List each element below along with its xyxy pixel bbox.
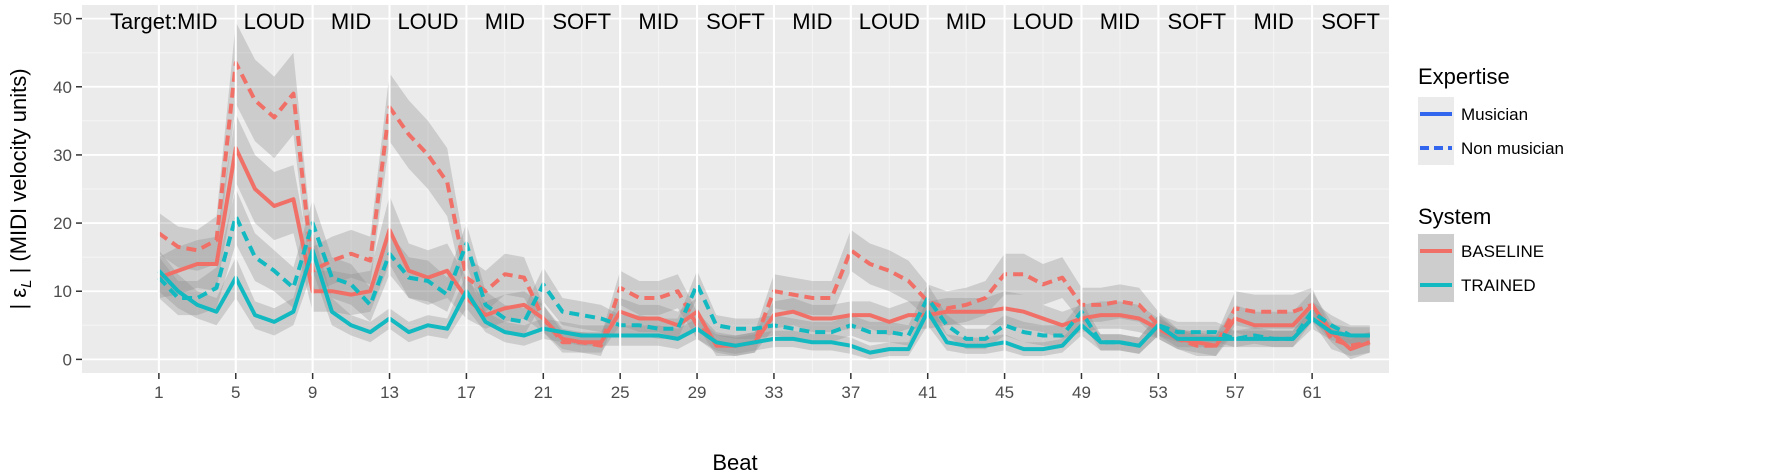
x-tick-label: 37 xyxy=(841,383,860,402)
confidence-band xyxy=(158,22,1370,356)
y-tick-label: 20 xyxy=(53,214,72,233)
target-label: Target: xyxy=(110,9,177,34)
x-tick-label: 61 xyxy=(1303,383,1322,402)
legend-label-musician: Musician xyxy=(1461,105,1528,124)
x-tick-label: 53 xyxy=(1149,383,1168,402)
target-section-label: SOFT xyxy=(1321,9,1380,34)
target-section-label: MID xyxy=(485,9,525,34)
y-axis-ticks: 0 10 20 30 40 50 xyxy=(53,10,82,369)
confidence-band xyxy=(158,229,1370,360)
target-section-label: MID xyxy=(638,9,678,34)
x-tick-label: 25 xyxy=(611,383,630,402)
x-tick-label: 57 xyxy=(1226,383,1245,402)
target-section-label: SOFT xyxy=(706,9,765,34)
target-section-label: LOUD xyxy=(397,9,458,34)
x-tick-label: 5 xyxy=(231,383,240,402)
x-tick-label: 49 xyxy=(1072,383,1091,402)
legend-label-trained: TRAINED xyxy=(1461,276,1536,295)
x-tick-label: 21 xyxy=(534,383,553,402)
x-axis-title: Beat xyxy=(712,450,757,475)
series-line xyxy=(157,248,1370,355)
x-tick-label: 33 xyxy=(764,383,783,402)
x-tick-label: 9 xyxy=(308,383,317,402)
target-section-label: MID xyxy=(177,9,217,34)
y-tick-label: 10 xyxy=(53,282,72,301)
target-labels: Target: MID LOUD MID LOUD MID SOFT MID SOFT MID L… xyxy=(110,9,1380,34)
x-tick-label: 29 xyxy=(688,383,707,402)
legend-title-system: System xyxy=(1418,204,1491,229)
target-section-label: LOUD xyxy=(244,9,305,34)
target-section-label: MID xyxy=(1100,9,1140,34)
target-section-label: MID xyxy=(331,9,371,34)
target-section-label: SOFT xyxy=(552,9,611,34)
y-axis-title-main: | ε xyxy=(6,288,31,310)
grid-minor xyxy=(82,5,1389,373)
target-section-label: LOUD xyxy=(859,9,920,34)
target-section-label: SOFT xyxy=(1167,9,1226,34)
y-tick-label: 30 xyxy=(53,146,72,165)
legend-label-non-musician: Non musician xyxy=(1461,139,1564,158)
legend-title-expertise: Expertise xyxy=(1418,64,1510,89)
y-tick-label: 40 xyxy=(53,78,72,97)
y-tick-label: 0 xyxy=(63,350,72,369)
x-axis-ticks: 1 5 9 13 17 21 25 29 33 37 41 45 49 53 57 61 xyxy=(154,373,1322,402)
y-axis-title: | εL | (MIDI velocity units) xyxy=(6,68,35,309)
legend-label-baseline: BASELINE xyxy=(1461,242,1544,261)
x-tick-label: 45 xyxy=(995,383,1014,402)
legend: Expertise Musician Non musician System B… xyxy=(1418,64,1564,302)
y-axis-title-rest: | (MIDI velocity units) xyxy=(6,68,31,279)
target-section-label: LOUD xyxy=(1012,9,1073,34)
y-axis-title-sub: L xyxy=(18,280,35,288)
series-lines xyxy=(157,60,1371,355)
x-tick-label: 13 xyxy=(380,383,399,402)
y-tick-label: 50 xyxy=(53,10,72,29)
series-line xyxy=(157,214,1370,348)
target-section-label: MID xyxy=(792,9,832,34)
target-section-label: MID xyxy=(946,9,986,34)
x-tick-label: 41 xyxy=(918,383,937,402)
target-section-label: MID xyxy=(1254,9,1294,34)
x-tick-label: 1 xyxy=(154,383,163,402)
x-tick-label: 17 xyxy=(457,383,476,402)
section-dividers xyxy=(157,5,1314,373)
